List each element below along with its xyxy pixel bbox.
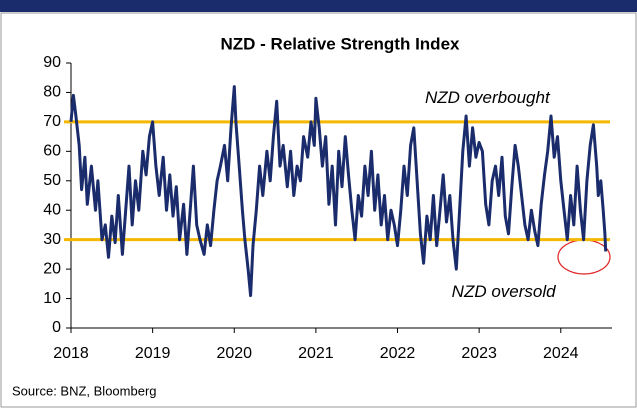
annotation: NZD oversold <box>452 282 556 301</box>
y-tick-label: 90 <box>43 54 61 71</box>
x-tick-label: 2021 <box>298 345 334 362</box>
x-tick-label: 2019 <box>135 345 171 362</box>
y-tick-label: 50 <box>43 172 61 189</box>
y-tick-label: 10 <box>43 290 61 307</box>
highlight-circle <box>557 239 611 275</box>
y-tick-label: 70 <box>43 113 61 130</box>
rsi-line <box>69 85 608 298</box>
y-tick-label: 40 <box>43 201 61 218</box>
frame <box>0 12 637 408</box>
y-tick-label: 0 <box>52 319 61 336</box>
y-tick-label: 30 <box>43 231 61 248</box>
y-tick-label: 80 <box>43 84 61 101</box>
x-tick-label: 2018 <box>53 345 89 362</box>
x-tick-label: 2020 <box>216 345 252 362</box>
x-tick-label: 2022 <box>380 345 416 362</box>
header-bar <box>0 0 637 12</box>
x-tick-label: 2023 <box>461 345 497 362</box>
y-tick-label: 20 <box>43 260 61 277</box>
y-tick-label: 60 <box>43 143 61 160</box>
chart-title: NZD - Relative Strength Index <box>221 34 461 53</box>
source: Source: BNZ, Bloomberg <box>12 383 157 398</box>
x-tick-label: 2024 <box>543 345 579 362</box>
annotation: NZD overbought <box>425 88 551 107</box>
